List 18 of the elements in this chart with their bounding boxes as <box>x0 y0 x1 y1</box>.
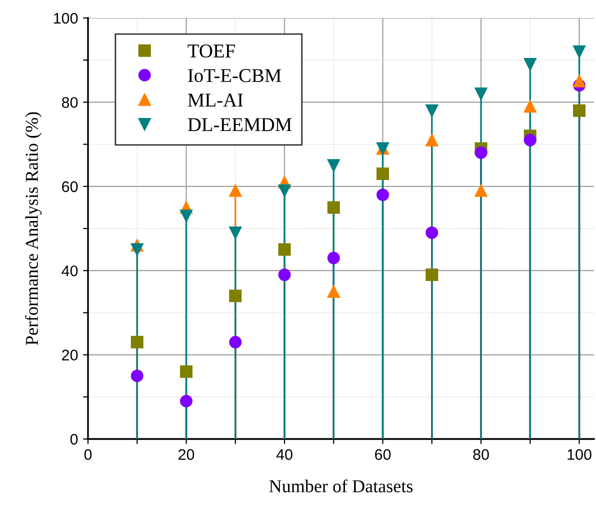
y-tick-label: 100 <box>54 12 78 24</box>
x-tick-label: 20 <box>178 449 194 460</box>
x-tick-label: 60 <box>375 449 391 460</box>
y-axis-title: Performance Analysis Ratio (%) <box>25 112 42 346</box>
x-tick-label: 80 <box>473 449 489 460</box>
legend-label: IoT-E-CBM <box>188 69 282 82</box>
y-tick-label: 40 <box>62 265 78 276</box>
x-tick-label: 100 <box>568 449 592 460</box>
x-axis-title: Number of Datasets <box>269 479 413 492</box>
legend-label: DL-EEMDM <box>188 118 292 132</box>
y-tick-label: 80 <box>62 97 78 108</box>
y-tick-label: 20 <box>62 350 78 360</box>
y-tick-label: 60 <box>62 181 78 192</box>
x-tick-label: 40 <box>276 449 292 460</box>
legend-label: TOEF <box>188 44 235 58</box>
legend-label: ML-AI <box>188 94 243 106</box>
x-tick-label: 0 <box>84 449 92 460</box>
y-tick-label: 0 <box>70 434 78 445</box>
